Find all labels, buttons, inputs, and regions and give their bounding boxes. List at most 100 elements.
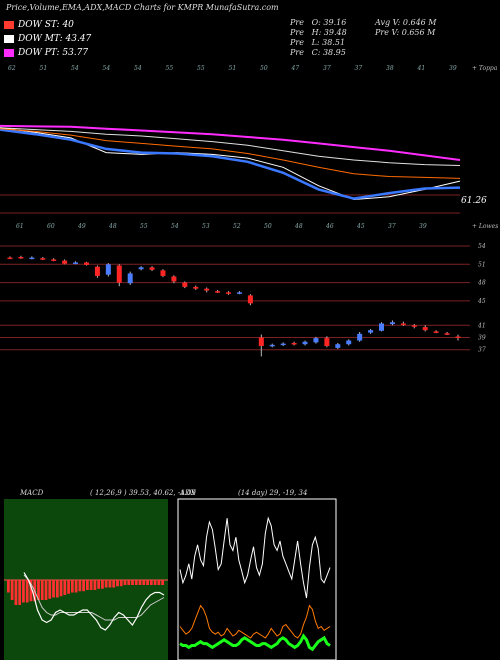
candle-body	[40, 258, 46, 260]
price-x-tick-label: 61	[16, 223, 24, 230]
macd-histogram-bar	[37, 580, 40, 600]
macd-histogram-bar	[149, 580, 153, 585]
macd-histogram-bar	[78, 580, 82, 592]
macd-histogram-bar	[138, 580, 142, 585]
candle-body	[51, 259, 57, 261]
candle-body	[29, 257, 35, 260]
candle-body	[379, 323, 385, 331]
candle-body	[73, 262, 79, 264]
price-x-tick-label: 39	[419, 223, 427, 230]
price-y-tick-label: 45	[477, 298, 486, 305]
candle-body	[422, 327, 428, 331]
price-y-tick-label: 51	[478, 261, 486, 268]
macd-histogram-bar	[101, 580, 104, 589]
candle-body	[94, 266, 100, 276]
candle-body	[160, 270, 166, 276]
candle-body	[291, 342, 297, 345]
candle-body	[182, 282, 188, 287]
price-x-tick-label: 49	[77, 223, 86, 230]
stat-prev-volume: Pre V: 0.656 M	[375, 28, 436, 37]
legend-dow-mt: DOW MT: 43.47	[4, 32, 124, 46]
candle-body	[433, 331, 439, 333]
ema-x-tick-label: 55	[197, 65, 205, 72]
stat-high: Pre H: 39.48	[290, 28, 347, 37]
candle-body	[411, 325, 417, 327]
candle-body	[247, 295, 253, 304]
candle-body	[226, 292, 232, 294]
candle-body	[389, 322, 395, 325]
stat-low: Pre L: 38.51	[290, 38, 346, 47]
macd-histogram-bar	[104, 580, 108, 588]
macd-histogram-bar	[119, 580, 123, 587]
ema-series-line-0	[0, 124, 461, 161]
price-x-tick-label: 45	[356, 223, 365, 230]
candle-body	[269, 344, 275, 347]
ema-x-tick-label: 37	[355, 65, 363, 72]
candle-body	[455, 336, 461, 339]
chart-title: Price,Volume,EMA,ADX,MACD Charts for KMP…	[6, 3, 279, 12]
macd-histogram-bar	[14, 580, 18, 605]
macd-histogram-bar	[18, 580, 22, 605]
ema-x-tick-label: 37	[323, 65, 331, 72]
macd-histogram-bar	[70, 580, 74, 593]
ema-x-tick-label: 55	[166, 65, 174, 72]
ema-x-tick-label: 54	[134, 65, 142, 72]
ema-x-tick-label: 54	[103, 65, 111, 72]
macd-histogram-bar	[93, 580, 97, 590]
candle-body	[324, 338, 330, 347]
candle-body	[444, 333, 450, 335]
ema-series-line-1	[0, 127, 461, 166]
adx-series-line-2	[179, 633, 331, 652]
macd-signal-line	[23, 574, 165, 621]
macd-histogram-bar	[134, 580, 138, 585]
adx-series-line-1	[179, 604, 331, 639]
ema-x-tick-label: 50	[260, 65, 268, 72]
ema-axis-note: + Toppa	[472, 65, 498, 72]
macd-histogram-bar	[55, 580, 59, 598]
macd-histogram-bar	[22, 580, 25, 603]
candle-body	[400, 323, 406, 325]
price-x-tick-label: 54	[171, 223, 179, 230]
macd-histogram-bar	[116, 580, 119, 587]
macd-histogram-bar	[74, 580, 78, 593]
candle-body	[204, 288, 210, 291]
macd-histogram-bar	[10, 580, 14, 600]
price-y-tick-label: 54	[478, 243, 486, 250]
price-y-tick-label: 37	[478, 347, 486, 354]
candle-body	[138, 267, 144, 270]
adx-params: (14 day) 29, -19, 34	[238, 489, 307, 497]
price-x-tick-label: 53	[202, 223, 210, 230]
macd-histogram-bar	[48, 580, 52, 599]
ema-x-tick-label: 38	[386, 65, 394, 72]
candle-body	[105, 264, 111, 275]
stat-avg-volume: Avg V: 0.646 M	[375, 18, 437, 27]
legend-dow-pt: DOW PT: 53.77	[4, 46, 124, 60]
macd-histogram-bar	[127, 580, 131, 585]
candle-body	[357, 333, 363, 341]
candle-body	[127, 273, 133, 284]
candle-body	[302, 341, 308, 345]
price-x-tick-label: 50	[264, 223, 272, 230]
macd-histogram-bar	[86, 580, 89, 590]
ema-x-tick-label: 51	[40, 65, 48, 72]
price-y-tick-label: 39	[478, 335, 486, 342]
macd-histogram-bar	[153, 580, 157, 585]
legend-swatch-pt	[4, 49, 14, 57]
stat-close: Pre C: 38.95	[290, 48, 346, 57]
price-x-tick-label: 48	[108, 223, 117, 230]
ema-x-tick-label: 47	[291, 65, 300, 72]
adx-frame	[177, 498, 337, 660]
candle-body	[280, 343, 286, 346]
macd-line	[23, 572, 165, 631]
candle-body	[236, 292, 242, 294]
price-x-tick-label: 46	[325, 223, 334, 230]
macd-histogram-bar	[108, 580, 112, 588]
ema-x-tick-label: 39	[449, 65, 457, 72]
macd-histogram-bar	[44, 580, 48, 600]
candle-body	[83, 262, 89, 265]
adx-series-line-0	[179, 516, 331, 599]
price-x-tick-label: 37	[388, 223, 396, 230]
candle-body	[258, 337, 264, 347]
ema-series-line-4	[0, 128, 461, 179]
